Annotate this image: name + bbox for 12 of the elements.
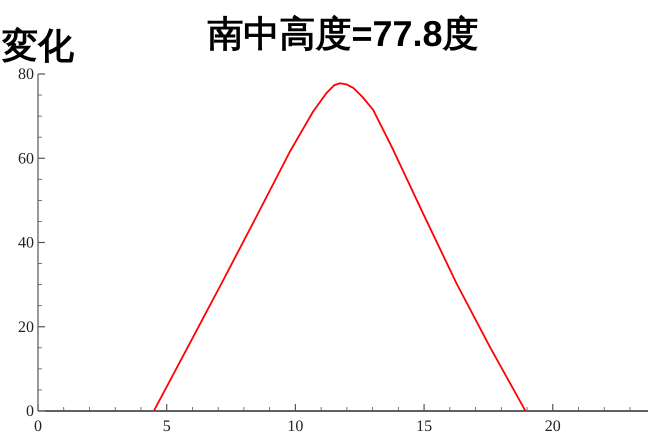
x-tick-label: 20 [544,418,561,433]
y-tick-label: 60 [18,150,34,168]
x-tick-label: 5 [162,418,171,433]
y-tick-label: 20 [18,318,34,336]
text: 変化 [1,25,75,66]
y-tick-label: 0 [26,403,34,420]
x-tick-label: 15 [416,418,432,433]
y-tick-label: 80 [18,66,34,83]
line-series [152,82,526,412]
x-tick-label: 10 [287,418,304,433]
chart-title: 南中高度=77.8度 [207,13,479,54]
y-tick-label: 40 [18,234,34,252]
